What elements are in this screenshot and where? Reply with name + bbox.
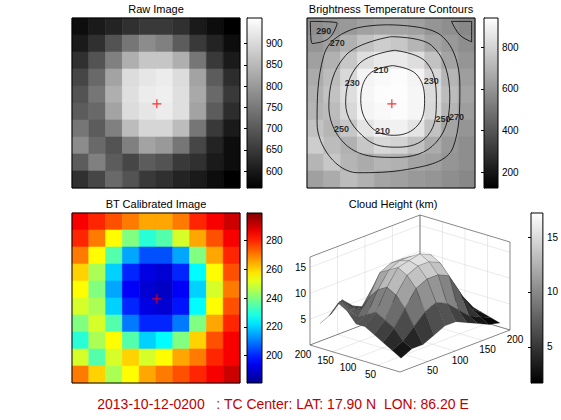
- svg-text:50: 50: [365, 369, 377, 380]
- svg-text:50: 50: [427, 365, 439, 376]
- svg-text:200: 200: [295, 349, 312, 360]
- svg-text:150: 150: [317, 355, 334, 366]
- svg-text:230: 230: [424, 76, 439, 86]
- svg-text:270: 270: [330, 38, 345, 48]
- svg-text:100: 100: [340, 362, 357, 373]
- svg-text:220: 220: [266, 321, 283, 332]
- svg-text:260: 260: [266, 264, 283, 275]
- svg-text:10: 10: [547, 286, 559, 297]
- svg-text:200: 200: [266, 350, 283, 361]
- svg-text:700: 700: [266, 123, 283, 134]
- svg-text:650: 650: [266, 144, 283, 155]
- svg-text:290: 290: [316, 26, 331, 36]
- svg-text:Cloud Height (km): Cloud Height (km): [349, 198, 438, 210]
- svg-text:250: 250: [435, 114, 451, 125]
- svg-text:5: 5: [300, 314, 306, 325]
- svg-text:250: 250: [334, 124, 349, 134]
- svg-text:2013-10-12-0200 : TC Center:: 2013-10-12-0200 : TC Center: LAT: 17.90 …: [97, 396, 468, 412]
- svg-text:15: 15: [295, 262, 307, 273]
- svg-text:400: 400: [502, 125, 519, 136]
- svg-text:270: 270: [449, 112, 464, 122]
- svg-text:600: 600: [266, 166, 283, 177]
- svg-text:210: 210: [375, 126, 390, 136]
- svg-text:200: 200: [507, 334, 524, 345]
- svg-text:Raw Image: Raw Image: [128, 3, 184, 15]
- svg-text:800: 800: [266, 81, 283, 92]
- svg-text:600: 600: [502, 83, 519, 94]
- svg-text:900: 900: [266, 38, 283, 49]
- svg-text:800: 800: [502, 42, 519, 53]
- svg-text:BT Calibrated Image: BT Calibrated Image: [106, 198, 207, 210]
- svg-text:240: 240: [266, 293, 283, 304]
- svg-text:100: 100: [452, 355, 469, 366]
- svg-text:210: 210: [373, 65, 388, 75]
- svg-text:150: 150: [479, 344, 496, 355]
- svg-text:15: 15: [547, 232, 559, 243]
- svg-text:10: 10: [295, 288, 307, 299]
- svg-text:280: 280: [266, 235, 283, 246]
- svg-text:750: 750: [266, 102, 283, 113]
- svg-text:200: 200: [502, 167, 519, 178]
- svg-text:Brightness Temperature Contour: Brightness Temperature Contours: [309, 3, 474, 15]
- svg-text:230: 230: [345, 78, 360, 88]
- svg-text:850: 850: [266, 59, 283, 70]
- svg-text:5: 5: [547, 341, 553, 352]
